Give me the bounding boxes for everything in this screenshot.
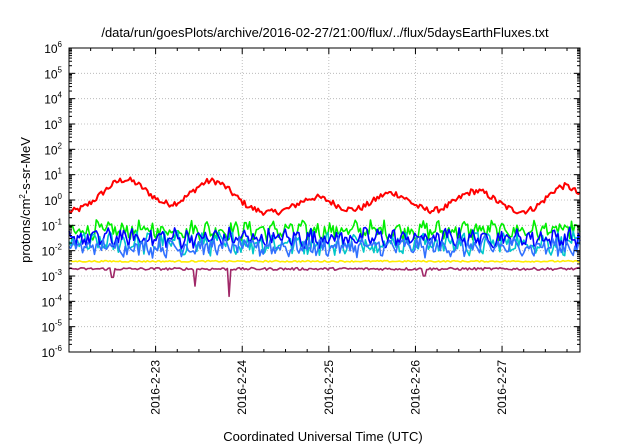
y-tick-base: 10 (44, 42, 58, 56)
x-tick-label: 2016-2-23 (149, 360, 163, 415)
y-axis-ticks: 10-610-510-410-310-210-11001011021031041… (42, 40, 580, 360)
series-group (68, 176, 581, 298)
y-tick-exponent: 2 (58, 141, 63, 150)
y-tick-base: 10 (44, 67, 58, 81)
y-tick-label: 101 (44, 167, 62, 183)
y-axis-label-sup: 2 (18, 194, 27, 199)
y-tick-label: 10-3 (42, 268, 63, 284)
y-axis-label-rest: -s-sr-MeV (18, 137, 33, 194)
grid-lines (69, 48, 580, 352)
y-tick-base: 10 (44, 194, 58, 208)
y-tick-label: 103 (44, 116, 62, 132)
y-tick-exponent: 6 (58, 40, 63, 49)
x-tick-label: 2016-2-26 (408, 360, 422, 415)
y-tick-label: 105 (44, 65, 62, 81)
y-tick-exponent: 1 (58, 167, 63, 176)
y-tick-base: 10 (42, 270, 56, 284)
x-tick-label: 2016-2-27 (495, 360, 509, 415)
y-tick-label: 100 (44, 192, 62, 208)
y-tick-exponent: -3 (55, 268, 63, 277)
y-tick-exponent: 0 (58, 192, 63, 201)
y-tick-exponent: 3 (58, 116, 63, 125)
x-axis-ticks: 2016-2-23 2016-2-24 2016-2-25 2016-2-26 2016… (90, 48, 568, 415)
y-axis-label: protons/cm2-s-sr-MeV (18, 137, 33, 263)
y-tick-base: 10 (42, 346, 56, 360)
y-tick-base: 10 (42, 295, 56, 309)
y-tick-exponent: 4 (58, 91, 63, 100)
y-tick-label: 106 (44, 40, 62, 56)
y-tick-base: 10 (42, 245, 56, 259)
series-line-7 (68, 266, 581, 298)
y-tick-exponent: -6 (55, 344, 63, 353)
x-tick-label: 2016-2-24 (235, 360, 249, 415)
y-tick-label: 10-4 (42, 293, 63, 309)
y-tick-exponent: -5 (55, 319, 63, 328)
y-tick-label: 102 (44, 141, 62, 157)
series-line-1 (68, 176, 581, 216)
y-tick-base: 10 (44, 93, 58, 107)
y-tick-base: 10 (42, 219, 56, 233)
series-line-2 (68, 219, 581, 243)
y-tick-exponent: -1 (55, 217, 63, 226)
y-tick-base: 10 (44, 118, 58, 132)
y-tick-base: 10 (44, 143, 58, 157)
y-tick-label: 10-6 (42, 344, 63, 360)
series-line-5 (68, 235, 581, 259)
y-tick-label: 10-2 (42, 243, 63, 259)
y-tick-exponent: 5 (58, 65, 63, 74)
y-axis-label-base: protons/cm (18, 199, 33, 263)
y-tick-exponent: -4 (55, 293, 63, 302)
y-tick-base: 10 (42, 321, 56, 335)
series-line-6 (68, 259, 581, 263)
x-axis-label: Coordinated Universal Time (UTC) (223, 429, 422, 444)
y-tick-label: 10-1 (42, 217, 63, 233)
chart-title: /data/run/goesPlots/archive/2016-02-27/2… (101, 25, 549, 40)
x-tick-label: 2016-2-25 (322, 360, 336, 415)
y-tick-label: 104 (44, 91, 62, 107)
y-tick-base: 10 (44, 169, 58, 183)
y-tick-label: 10-5 (42, 319, 63, 335)
y-tick-exponent: -2 (55, 243, 63, 252)
